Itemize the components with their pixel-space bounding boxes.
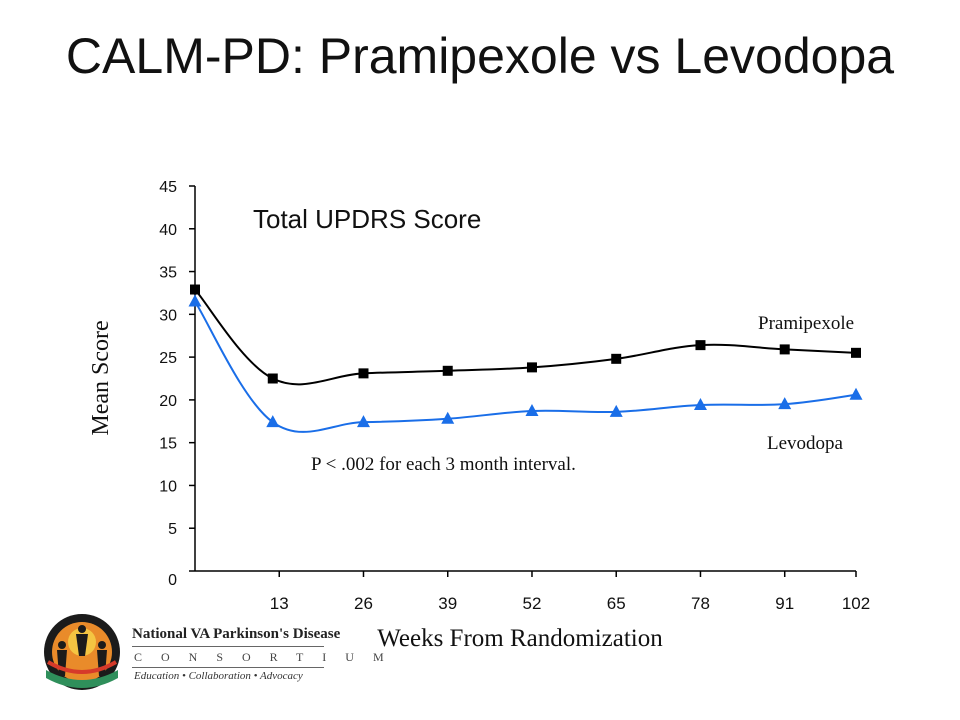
marker-levodopa <box>525 404 539 417</box>
marker-pramipexole <box>611 353 622 364</box>
legend-pramipexole: Pramipexole <box>758 313 854 334</box>
consortium-logo: National VA Parkinson's Disease CONSORTI… <box>38 612 384 692</box>
y-tick-label: 40 <box>159 222 177 239</box>
significance-note: P < .002 for each 3 month interval. <box>311 454 576 475</box>
logo-consortium: CONSORTIUM <box>134 650 403 664</box>
x-tick-label: 13 <box>270 594 289 613</box>
logo-tagline: Education • Collaboration • Advocacy <box>134 670 303 682</box>
y-tick-label: 25 <box>159 350 177 367</box>
y-tick-label: 10 <box>159 478 177 495</box>
x-tick-label: 78 <box>691 594 710 613</box>
slide-title: CALM-PD: Pramipexole vs Levodopa <box>65 28 895 84</box>
marker-levodopa <box>266 415 280 428</box>
marker-pramipexole <box>526 362 537 373</box>
marker-levodopa <box>356 415 370 428</box>
marker-pramipexole <box>267 373 278 384</box>
marker-pramipexole <box>190 284 200 295</box>
marker-levodopa <box>609 404 623 417</box>
x-tick-label: 39 <box>438 594 457 613</box>
marker-levodopa <box>849 387 863 400</box>
y-tick-label: 20 <box>159 393 177 410</box>
marker-levodopa <box>188 294 202 307</box>
y-tick-label: 0 <box>168 572 177 589</box>
logo-name: National VA Parkinson's Disease <box>132 626 341 642</box>
consortium-emblem-icon <box>44 614 120 690</box>
series-line-pramipexole <box>194 288 857 386</box>
marker-pramipexole <box>442 365 453 376</box>
marker-pramipexole <box>779 344 790 355</box>
logo-rule-bottom <box>132 667 324 668</box>
x-tick-label: 65 <box>607 594 626 613</box>
x-tick-label: 102 <box>842 594 870 613</box>
y-tick-label: 30 <box>159 307 177 324</box>
y-axis-label: Mean Score <box>88 320 114 435</box>
series-lines <box>194 288 857 433</box>
y-tick-label: 35 <box>159 265 177 282</box>
legend-levodopa: Levodopa <box>767 433 844 454</box>
x-tick-label: 52 <box>523 594 542 613</box>
x-tick-label: 26 <box>354 594 373 613</box>
x-tick-label: 91 <box>775 594 794 613</box>
marker-pramipexole <box>695 340 706 351</box>
marker-levodopa <box>693 398 707 411</box>
series-line-levodopa <box>194 300 857 433</box>
marker-pramipexole <box>358 368 369 379</box>
marker-pramipexole <box>851 347 861 358</box>
x-axis-label: Weeks From Randomization <box>377 625 663 652</box>
y-tick-label: 15 <box>159 436 177 453</box>
y-tick-label: 45 <box>159 179 177 196</box>
chart-axes: 0 5 10 15 20 25 30 35 40 45 13 26 39 52 65 78 91 102 <box>159 179 870 613</box>
chart-title: Total UPDRS Score <box>253 204 481 234</box>
logo-rule-top <box>132 646 324 647</box>
marker-levodopa <box>778 397 792 410</box>
y-tick-label: 5 <box>168 521 177 538</box>
marker-levodopa <box>441 411 455 424</box>
series-markers <box>188 284 863 428</box>
